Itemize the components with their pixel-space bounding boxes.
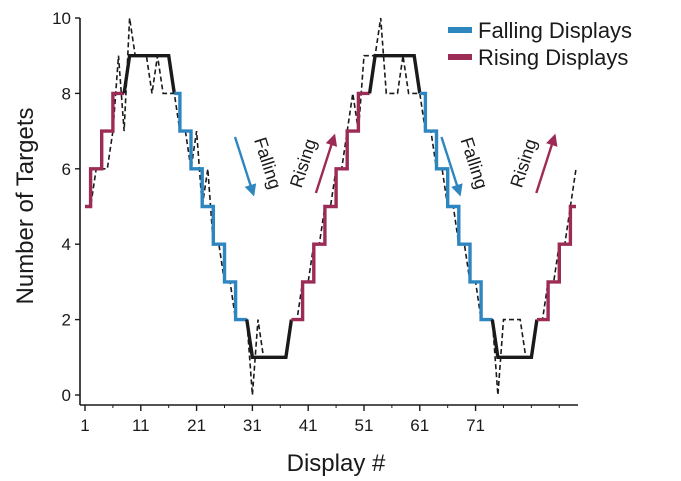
neutral-segment xyxy=(122,54,176,94)
trend-arrow-up xyxy=(314,133,338,194)
annotations: Falling Rising Falling Rising xyxy=(233,133,558,197)
x-tick-label: 1 xyxy=(80,416,89,435)
annotation-label: Rising xyxy=(506,136,540,190)
rising-segment xyxy=(536,204,576,322)
y-tick-label: 10 xyxy=(52,9,71,28)
neutral-segment xyxy=(367,54,422,94)
rising-segment xyxy=(85,91,125,209)
y-axis-title: Number of Targets xyxy=(12,108,39,305)
x-tick-label: 41 xyxy=(299,416,318,435)
y-tick-label: 4 xyxy=(62,235,71,254)
y-tick-label: 8 xyxy=(62,84,71,103)
annotation-label: Falling xyxy=(457,135,492,192)
trend-arrow-up xyxy=(535,133,558,194)
y-tick-label: 0 xyxy=(62,386,71,405)
y-tick-label: 2 xyxy=(62,311,71,330)
falling-segment xyxy=(419,91,493,322)
x-axis-title: Display # xyxy=(287,450,386,477)
falling-segment xyxy=(174,91,247,322)
rising-segment xyxy=(291,91,370,322)
x-tick-label: 61 xyxy=(410,416,429,435)
trend-arrow-down xyxy=(440,136,463,197)
annotation-label: Rising xyxy=(286,136,320,190)
x-tick-label: 71 xyxy=(466,416,485,435)
x-tick-label: 21 xyxy=(187,416,206,435)
annotation-label: Falling xyxy=(250,135,285,192)
trend-arrow-down xyxy=(233,136,257,197)
dashed-line xyxy=(85,17,577,396)
legend-label: Falling Displays xyxy=(478,18,632,43)
axes xyxy=(79,18,578,406)
staircase-series xyxy=(85,54,576,359)
y-tick-label: 6 xyxy=(62,160,71,179)
x-tick-label: 51 xyxy=(355,416,374,435)
legend-label: Rising Displays xyxy=(478,45,628,70)
neutral-segment xyxy=(490,319,539,359)
neutral-segment xyxy=(245,319,294,359)
x-tick-label: 11 xyxy=(132,416,150,435)
dashed-series xyxy=(85,17,577,396)
x-tick-label: 31 xyxy=(243,416,262,435)
